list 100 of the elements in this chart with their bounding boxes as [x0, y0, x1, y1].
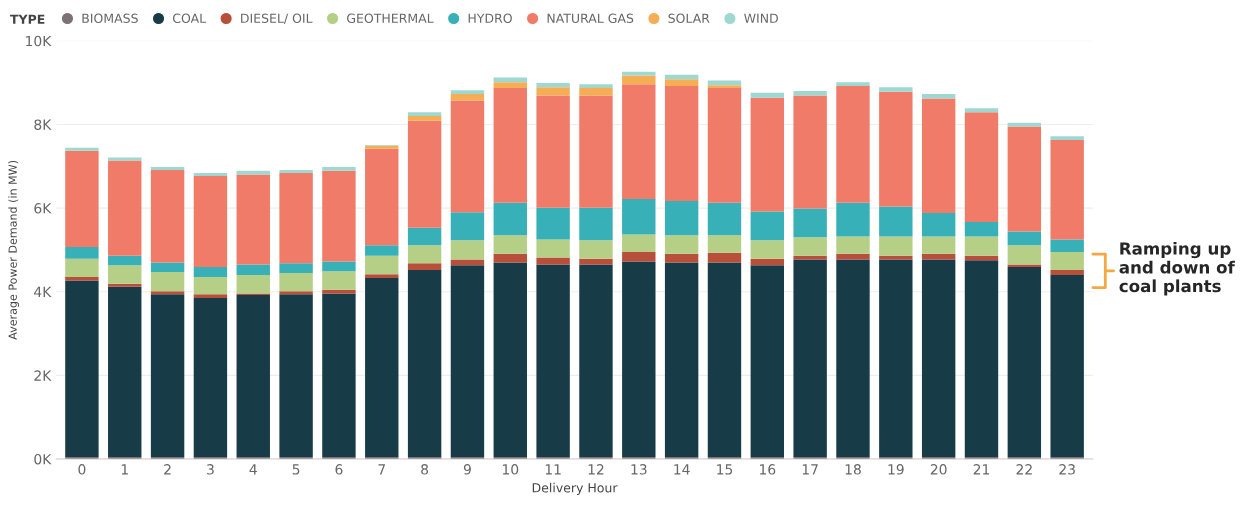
bar: [622, 234, 656, 252]
bar: [450, 265, 485, 457]
bar: [1050, 139, 1084, 240]
y-tick-label: 10K: [26, 35, 52, 47]
bar: [279, 294, 313, 457]
bar: [279, 170, 313, 173]
bar: [450, 240, 485, 260]
bar: [836, 82, 870, 86]
bar: [279, 263, 313, 273]
x-tick-label: 8: [421, 464, 429, 475]
bar: [407, 245, 442, 264]
bar: [622, 198, 656, 235]
bar: [407, 227, 442, 246]
bar: [236, 274, 270, 294]
bar: [707, 202, 742, 236]
y-axis-title: Average Power Demand (in MW): [8, 160, 20, 340]
bar: [750, 92, 785, 98]
bar: [407, 116, 442, 121]
bar: [108, 283, 142, 287]
x-tick-label: 17: [802, 464, 818, 475]
bar: [579, 88, 613, 96]
bar: [108, 265, 142, 284]
bar: [793, 90, 827, 96]
legend-label: HYDRO: [468, 13, 512, 24]
bar: [365, 274, 399, 278]
bar: [879, 87, 913, 92]
x-tick-label: 20: [930, 464, 947, 475]
y-tick-label: 8K: [34, 119, 52, 130]
bar: [579, 258, 613, 265]
bar: [108, 160, 142, 256]
bar: [707, 88, 742, 203]
bar: [65, 150, 99, 247]
bar: [108, 286, 142, 457]
bar: [707, 262, 742, 457]
bar: [65, 280, 99, 457]
bar: [493, 235, 527, 254]
bar: [921, 93, 956, 99]
bar: [193, 277, 228, 295]
bar: [622, 75, 656, 85]
bar: [407, 263, 442, 270]
bar: [236, 170, 270, 175]
y-tick-label: 0K: [34, 453, 52, 465]
bar: [750, 240, 785, 259]
bar: [879, 206, 913, 237]
bar: [193, 172, 228, 176]
bar: [236, 264, 270, 275]
x-tick-label: 10: [502, 464, 519, 475]
bar: [536, 207, 570, 240]
legend-label: COAL: [172, 13, 207, 24]
bar: [664, 235, 699, 254]
y-tick-label: 6K: [34, 203, 52, 214]
bar: [365, 277, 399, 457]
bar: [150, 167, 185, 171]
legend-label: NATURAL GAS: [547, 13, 634, 24]
bar: [279, 272, 313, 292]
bar: [879, 255, 913, 260]
legend-title: TYPE: [10, 14, 45, 24]
bar: [750, 97, 785, 212]
x-tick-label: 5: [292, 464, 300, 475]
legend-label: DIESEL/ OIL: [241, 13, 313, 24]
bar: [193, 297, 228, 457]
bar: [579, 240, 613, 259]
bar: [664, 262, 699, 457]
bar: [964, 221, 999, 237]
x-tick-label: 18: [845, 464, 861, 475]
bar: [664, 253, 699, 263]
bar: [150, 272, 185, 292]
x-tick-label: 6: [335, 464, 343, 475]
bar: [921, 98, 956, 214]
bar: [579, 84, 613, 89]
bar: [921, 253, 956, 260]
text: Ramping up and down of coal plants: [1119, 241, 1235, 296]
bar: [193, 175, 228, 268]
bar: [1007, 267, 1042, 457]
bar: [622, 251, 656, 262]
bar: [921, 236, 956, 254]
bar: [193, 294, 228, 298]
bar: [921, 259, 956, 457]
bar: [65, 258, 99, 278]
bar: [450, 93, 485, 101]
bar: [622, 261, 656, 457]
bar: [279, 291, 313, 295]
bar: [664, 85, 699, 201]
bar: [793, 237, 827, 256]
bar: [1007, 126, 1042, 232]
x-tick-label: 23: [1059, 464, 1075, 475]
bar: [493, 202, 527, 236]
bar: [793, 95, 827, 209]
bar: [322, 170, 356, 262]
bar: [793, 255, 827, 260]
bar: [536, 87, 570, 96]
bar: [836, 236, 870, 254]
bar: [536, 239, 570, 258]
bar: [707, 235, 742, 253]
bar: [579, 207, 613, 241]
bar: [450, 90, 485, 94]
x-tick-label: 12: [588, 464, 604, 475]
bar: [322, 167, 356, 171]
x-tick-label: 1: [121, 464, 128, 475]
bar: [365, 245, 399, 256]
